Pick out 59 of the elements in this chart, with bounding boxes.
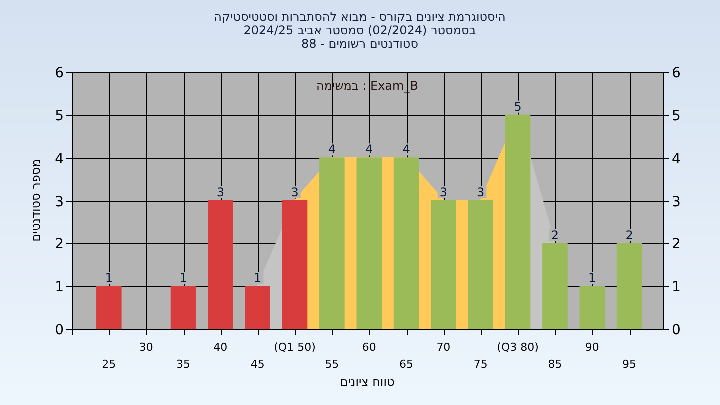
bar bbox=[170, 286, 196, 329]
x-tick-label: 40 bbox=[214, 341, 228, 354]
y2-tick-label: 1 bbox=[672, 280, 681, 296]
y2-tick-label: 5 bbox=[672, 108, 681, 124]
x-tick-label: 65 bbox=[400, 358, 414, 371]
y2-tick-label: 4 bbox=[672, 152, 681, 168]
y2-tick-label: 3 bbox=[672, 194, 681, 210]
x-tick-label: 30 bbox=[139, 341, 154, 354]
data-label: 4 bbox=[402, 142, 410, 157]
x-tick-label: 95 bbox=[622, 358, 637, 371]
x-tick-label: (Q1 50) bbox=[274, 341, 316, 354]
data-label: 1 bbox=[105, 271, 113, 286]
data-label: 2 bbox=[551, 228, 560, 242]
x-tick-label: 25 bbox=[102, 358, 116, 371]
chart-title: היסטוגרמת ציונים בקורס - מבוא להסתברות וסטטיסטיקה bbox=[214, 10, 506, 24]
x-tick-label: 55 bbox=[325, 358, 340, 371]
y-tick-label: 2 bbox=[55, 236, 64, 252]
x-tick-label: 60 bbox=[362, 341, 376, 354]
bar bbox=[208, 200, 234, 329]
data-label: 2 bbox=[626, 228, 634, 242]
data-label: 1 bbox=[180, 271, 188, 286]
x-axis-title: טווח ציונים bbox=[340, 375, 395, 389]
x-tick-label: 75 bbox=[474, 358, 488, 371]
bar bbox=[468, 200, 494, 329]
bar bbox=[356, 158, 382, 329]
y-tick-label: 3 bbox=[55, 194, 64, 210]
data-label: 3 bbox=[216, 186, 224, 200]
y-tick-label: 6 bbox=[55, 66, 64, 82]
chart-subtitle: בסמסטר (02/2024) סמסטר אביב 2024/25 סטודנטים רשומים - 88 bbox=[244, 24, 476, 51]
bar bbox=[580, 286, 606, 329]
y2-tick-label: 0 bbox=[672, 322, 681, 338]
bar bbox=[505, 114, 531, 329]
x-tick-label: 90 bbox=[585, 341, 600, 354]
y-axis-title: מספר סטודנטים bbox=[29, 159, 43, 242]
bar bbox=[96, 286, 122, 329]
bar bbox=[542, 243, 568, 329]
y2-tick-label: 2 bbox=[672, 236, 681, 252]
data-label: 1 bbox=[254, 271, 262, 286]
x-tick-label: (Q3 80) bbox=[497, 341, 539, 354]
y-tick-label: 5 bbox=[55, 108, 64, 124]
data-label: 4 bbox=[328, 142, 336, 157]
bar bbox=[431, 200, 456, 329]
bar bbox=[616, 243, 642, 329]
y2-tick-label: 6 bbox=[672, 66, 681, 82]
data-label: 3 bbox=[477, 186, 485, 200]
x-tick-label: 70 bbox=[436, 341, 451, 354]
y-tick-label: 1 bbox=[55, 280, 64, 296]
x-tick-label: 35 bbox=[176, 358, 191, 371]
x-tick-label: 85 bbox=[548, 358, 562, 371]
data-label: 1 bbox=[588, 271, 596, 286]
bar bbox=[320, 158, 345, 329]
x-tick-label: 45 bbox=[250, 358, 265, 371]
data-label: 3 bbox=[291, 186, 299, 200]
bar bbox=[394, 158, 420, 329]
data-label: 5 bbox=[514, 100, 522, 114]
data-label: 4 bbox=[366, 142, 374, 157]
y-tick-label: 0 bbox=[55, 322, 64, 338]
data-label: 3 bbox=[440, 186, 448, 200]
y-tick-label: 4 bbox=[55, 152, 64, 168]
